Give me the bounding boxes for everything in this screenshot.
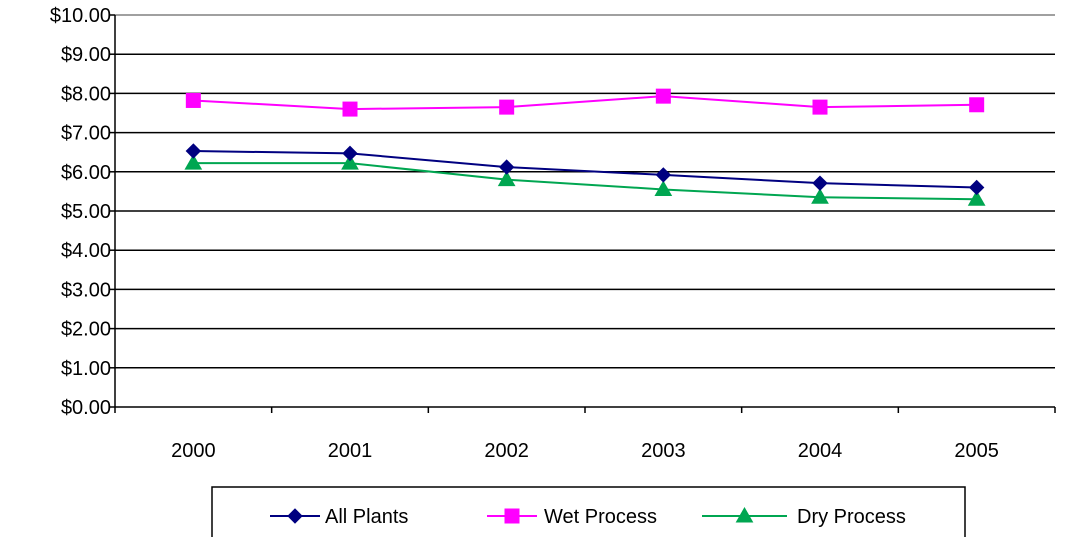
y-tick-label: $8.00 <box>61 83 111 105</box>
x-tick-label: 2002 <box>484 440 529 462</box>
series-dry-process <box>184 154 986 206</box>
legend-marker <box>735 506 754 523</box>
wet-process-point <box>812 99 828 115</box>
y-axis-tick-labels: $0.00 $1.00 $2.00 $3.00 $4.00 $5.00 $6.00 $7.00… <box>50 5 111 419</box>
y-tick-label: $5.00 <box>61 201 111 223</box>
series-wet-process <box>185 88 985 117</box>
all-plants-point <box>185 143 202 159</box>
wet-process-point <box>969 97 985 113</box>
y-tick-label: $0.00 <box>61 397 111 419</box>
y-tick-label: $2.00 <box>61 319 111 341</box>
y-tick-label: $3.00 <box>61 279 111 301</box>
dry-process-point <box>654 180 673 196</box>
all-plants-point <box>968 179 985 196</box>
all-plants-point <box>342 145 358 162</box>
wet-process-point <box>499 99 515 115</box>
series-all-plants <box>185 143 985 196</box>
x-axis-tick-labels: 2000 2001 2002 2003 2004 2005 <box>171 440 999 462</box>
wet-process-point <box>655 88 671 104</box>
y-tick-label: $4.00 <box>61 240 111 262</box>
legend-marker <box>504 508 520 524</box>
axes <box>110 14 1056 413</box>
y-tick-label: $9.00 <box>61 44 111 66</box>
legend-marker <box>287 508 303 524</box>
legend-box <box>211 486 966 537</box>
dry-process-point <box>967 190 986 206</box>
x-tick-label: 2003 <box>641 440 686 462</box>
dry-process-point <box>497 170 516 187</box>
dry-process-point <box>184 154 203 170</box>
legend-label: Dry Process <box>797 506 906 528</box>
y-tick-label: $1.00 <box>61 358 111 380</box>
legend-label: Wet Process <box>544 506 657 528</box>
y-tick-label: $10.00 <box>50 5 111 27</box>
wet-process-point <box>185 92 201 108</box>
gridlines <box>115 14 1055 369</box>
wet-process-point <box>342 101 358 117</box>
data-series <box>184 88 986 206</box>
legend-item-wet-process: Wet Process <box>487 506 657 528</box>
dry-process-point <box>811 188 829 204</box>
legend-item-all-plants: All Plants <box>270 506 408 528</box>
x-tick-label: 2001 <box>328 440 373 462</box>
y-tick-label: $7.00 <box>61 123 111 145</box>
legend: All Plants Wet Process Dry Process <box>211 486 966 537</box>
all-plants-point <box>498 159 515 175</box>
dry-process-line <box>193 162 977 201</box>
all-plants-line <box>193 150 977 189</box>
wet-process-line <box>193 95 977 111</box>
y-tick-label: $6.00 <box>61 162 111 184</box>
x-tick-label: 2000 <box>171 440 216 462</box>
x-tick-label: 2004 <box>798 440 843 462</box>
all-plants-point <box>812 175 828 191</box>
all-plants-point <box>655 167 672 183</box>
x-tick-label: 2005 <box>954 440 999 462</box>
legend-label: All Plants <box>325 506 408 528</box>
dry-process-point <box>341 154 359 170</box>
legend-item-dry-process: Dry Process <box>702 506 906 528</box>
